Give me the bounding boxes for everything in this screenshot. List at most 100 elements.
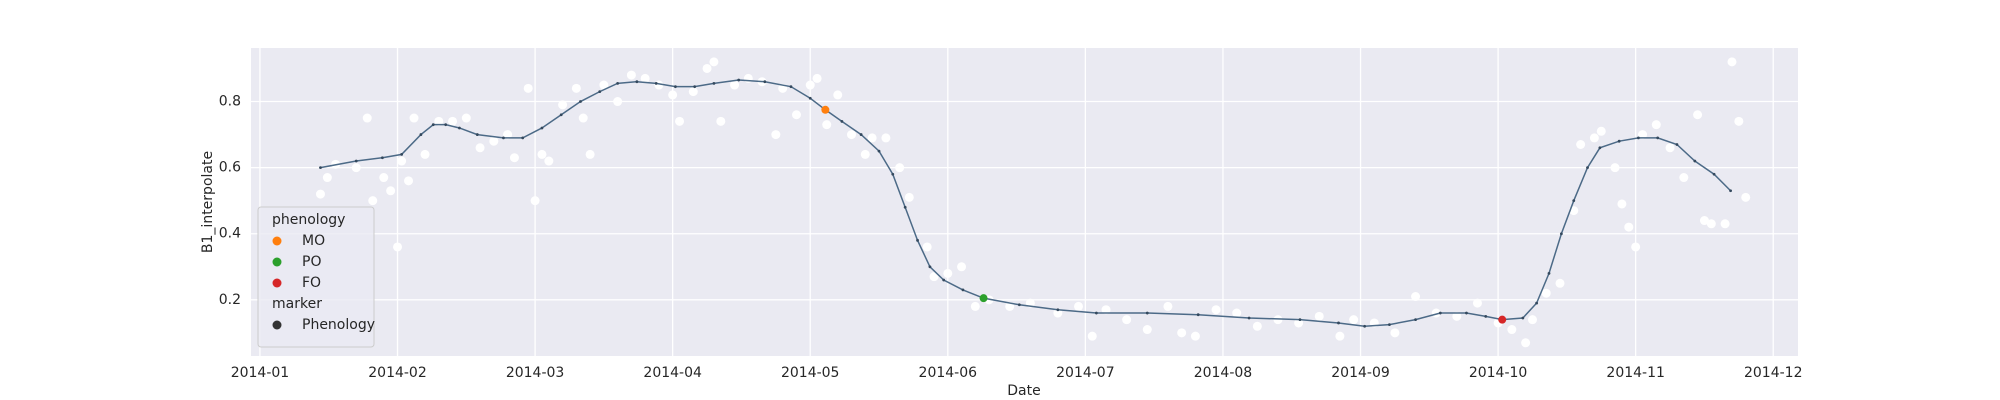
line-vertex bbox=[1465, 311, 1468, 315]
line-vertex bbox=[891, 172, 895, 176]
line-vertex bbox=[1298, 318, 1302, 322]
raw-point bbox=[571, 83, 581, 93]
x-tick-label: 2014-01 bbox=[231, 365, 290, 381]
line-vertex bbox=[654, 81, 658, 85]
line-vertex bbox=[1017, 303, 1021, 307]
line-vertex bbox=[1388, 323, 1391, 327]
raw-point bbox=[709, 57, 719, 67]
raw-point bbox=[805, 80, 815, 90]
line-vertex bbox=[1547, 271, 1551, 275]
raw-point bbox=[904, 192, 914, 202]
line-vertex bbox=[1586, 166, 1589, 170]
raw-point bbox=[716, 116, 726, 126]
line-vertex bbox=[521, 136, 525, 140]
raw-point bbox=[791, 110, 801, 120]
raw-point bbox=[1651, 120, 1661, 130]
raw-point bbox=[523, 83, 533, 93]
line-vertex bbox=[380, 156, 384, 160]
line-vertex bbox=[354, 159, 358, 163]
line-vertex bbox=[961, 288, 965, 292]
x-tick-label: 2014-11 bbox=[1606, 365, 1665, 381]
raw-point bbox=[558, 100, 568, 110]
line-vertex bbox=[712, 81, 716, 85]
line-vertex bbox=[1247, 316, 1251, 320]
legend-marker bbox=[272, 257, 282, 267]
raw-point bbox=[1390, 328, 1400, 338]
y-tick-label: 0.6 bbox=[219, 160, 241, 176]
x-tick-label: 2014-03 bbox=[506, 365, 565, 381]
x-tick-label: 2014-08 bbox=[1194, 365, 1253, 381]
x-tick-label: 2014-07 bbox=[1056, 365, 1115, 381]
raw-point bbox=[1727, 57, 1737, 67]
line-vertex bbox=[674, 85, 677, 89]
raw-point bbox=[393, 242, 403, 252]
raw-point bbox=[1087, 331, 1097, 341]
line-vertex bbox=[1637, 136, 1640, 140]
line-vertex bbox=[1337, 321, 1340, 325]
line-vertex bbox=[1572, 199, 1576, 203]
raw-point bbox=[1521, 338, 1531, 348]
line-vertex bbox=[540, 126, 544, 130]
line-vertex bbox=[693, 85, 697, 89]
raw-point bbox=[530, 196, 540, 206]
raw-point bbox=[957, 262, 967, 272]
line-vertex bbox=[419, 133, 423, 136]
raw-point bbox=[1252, 321, 1262, 331]
raw-point bbox=[1349, 315, 1359, 325]
raw-point bbox=[613, 97, 623, 107]
line-vertex bbox=[859, 133, 863, 136]
raw-point bbox=[509, 153, 519, 163]
line-vertex bbox=[877, 149, 881, 153]
raw-point bbox=[895, 163, 905, 173]
raw-point bbox=[1005, 301, 1015, 311]
raw-point bbox=[1610, 163, 1620, 173]
raw-point bbox=[1053, 308, 1063, 318]
legend-marker bbox=[272, 320, 282, 330]
raw-point bbox=[1314, 311, 1324, 321]
raw-point bbox=[1693, 110, 1703, 120]
line-vertex bbox=[579, 100, 582, 103]
legend-title: phenology bbox=[272, 212, 345, 228]
raw-point bbox=[1734, 116, 1744, 126]
plot-background bbox=[251, 48, 1798, 356]
legend-box bbox=[257, 206, 375, 348]
raw-point bbox=[730, 80, 740, 90]
phenology-point bbox=[821, 105, 830, 114]
raw-point bbox=[1741, 192, 1751, 202]
legend-title: marker bbox=[272, 296, 322, 312]
raw-point bbox=[351, 163, 361, 173]
x-tick-label: 2014-09 bbox=[1331, 365, 1390, 381]
line-vertex bbox=[1145, 311, 1149, 315]
legend-label: FO bbox=[302, 275, 321, 291]
raw-point bbox=[1631, 242, 1641, 252]
phenology-point bbox=[1498, 315, 1507, 324]
raw-point bbox=[1624, 222, 1634, 232]
axes: 2014-01 2014-02 2014-03 2014-04 2014-05 2014-… bbox=[219, 94, 1803, 381]
raw-point bbox=[626, 70, 636, 80]
raw-point bbox=[1335, 331, 1345, 341]
line-vertex bbox=[1363, 324, 1367, 328]
line-vertex bbox=[598, 90, 602, 94]
raw-point bbox=[475, 143, 485, 153]
raw-point bbox=[1190, 331, 1200, 341]
legend-label: MO bbox=[302, 233, 325, 249]
line-vertex bbox=[559, 113, 563, 117]
raw-point bbox=[1452, 311, 1462, 321]
raw-point bbox=[702, 63, 712, 73]
raw-point bbox=[544, 156, 554, 166]
line-vertex bbox=[1675, 143, 1679, 146]
raw-point bbox=[1163, 301, 1173, 311]
line-vertex bbox=[1056, 308, 1060, 312]
line-vertex bbox=[1484, 314, 1488, 318]
raw-point bbox=[881, 133, 891, 143]
x-axis-label: Date bbox=[1007, 383, 1040, 399]
line-vertex bbox=[737, 78, 741, 82]
raw-point bbox=[1679, 173, 1689, 183]
y-tick-label: 0.2 bbox=[219, 292, 241, 308]
raw-point bbox=[1122, 315, 1132, 325]
raw-point bbox=[578, 113, 588, 123]
raw-point bbox=[847, 130, 857, 140]
raw-point bbox=[537, 149, 547, 159]
